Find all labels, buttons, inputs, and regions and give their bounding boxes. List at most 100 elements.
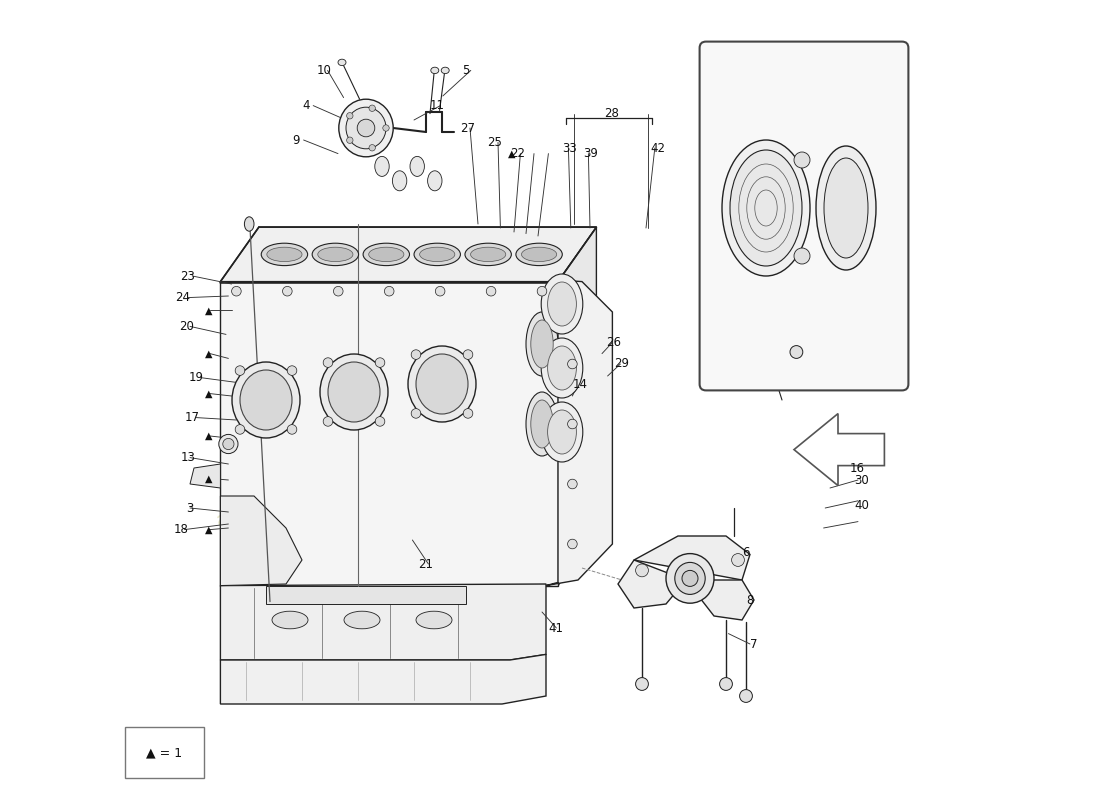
Ellipse shape: [240, 370, 292, 430]
Ellipse shape: [548, 410, 576, 454]
Circle shape: [436, 286, 444, 296]
Text: 17: 17: [185, 411, 199, 424]
Ellipse shape: [730, 150, 802, 266]
Polygon shape: [634, 536, 750, 580]
Text: 21: 21: [418, 558, 433, 570]
Text: 20: 20: [179, 320, 194, 333]
Ellipse shape: [267, 247, 303, 262]
Ellipse shape: [824, 158, 868, 258]
Ellipse shape: [419, 247, 454, 262]
Ellipse shape: [339, 99, 393, 157]
Circle shape: [323, 417, 333, 426]
Circle shape: [283, 286, 293, 296]
Circle shape: [790, 346, 803, 358]
Ellipse shape: [682, 570, 698, 586]
Circle shape: [486, 286, 496, 296]
Circle shape: [375, 417, 385, 426]
Ellipse shape: [531, 320, 553, 368]
Circle shape: [739, 690, 752, 702]
Ellipse shape: [414, 243, 461, 266]
Text: 7: 7: [750, 638, 758, 650]
Ellipse shape: [516, 243, 562, 266]
Ellipse shape: [328, 362, 380, 422]
Ellipse shape: [338, 59, 346, 66]
Polygon shape: [558, 227, 596, 586]
Text: 26: 26: [606, 336, 621, 349]
Circle shape: [794, 248, 810, 264]
Polygon shape: [190, 464, 220, 488]
Text: 10: 10: [317, 64, 331, 77]
Circle shape: [323, 358, 333, 367]
Text: ▲: ▲: [206, 389, 212, 398]
Ellipse shape: [541, 338, 583, 398]
Ellipse shape: [375, 157, 389, 177]
Text: 42: 42: [650, 142, 666, 154]
Text: 8: 8: [746, 594, 754, 606]
Ellipse shape: [666, 554, 714, 603]
Circle shape: [287, 366, 297, 375]
Circle shape: [346, 137, 353, 143]
Text: 29: 29: [614, 358, 629, 370]
Circle shape: [568, 539, 578, 549]
Ellipse shape: [416, 354, 468, 414]
Polygon shape: [220, 654, 546, 704]
Ellipse shape: [441, 67, 449, 74]
Ellipse shape: [722, 140, 810, 276]
Ellipse shape: [416, 611, 452, 629]
Polygon shape: [686, 580, 754, 620]
Polygon shape: [220, 496, 302, 586]
Text: a passion for parts since 1990: a passion for parts since 1990: [214, 422, 500, 530]
Ellipse shape: [674, 562, 705, 594]
Ellipse shape: [344, 611, 380, 629]
Circle shape: [383, 125, 389, 131]
Circle shape: [719, 678, 733, 690]
Ellipse shape: [465, 243, 512, 266]
Ellipse shape: [393, 171, 407, 191]
Text: ▲: ▲: [206, 349, 212, 358]
Ellipse shape: [261, 243, 308, 266]
Circle shape: [568, 359, 578, 369]
Ellipse shape: [471, 247, 506, 262]
Circle shape: [636, 564, 648, 577]
Text: 16: 16: [850, 462, 865, 474]
Ellipse shape: [541, 402, 583, 462]
Ellipse shape: [408, 346, 476, 422]
Text: 14: 14: [572, 378, 587, 390]
Circle shape: [794, 152, 810, 168]
Ellipse shape: [526, 392, 558, 456]
Text: ▲: ▲: [507, 149, 515, 158]
Ellipse shape: [358, 119, 375, 137]
Ellipse shape: [320, 354, 388, 430]
Circle shape: [235, 366, 245, 375]
Circle shape: [463, 409, 473, 418]
Circle shape: [537, 286, 547, 296]
Text: ▲: ▲: [206, 431, 212, 441]
Circle shape: [235, 425, 245, 434]
Text: 28: 28: [604, 107, 619, 120]
Circle shape: [368, 105, 375, 111]
Circle shape: [333, 286, 343, 296]
Ellipse shape: [428, 171, 442, 191]
Text: 27: 27: [461, 122, 475, 134]
Polygon shape: [220, 227, 596, 282]
Text: ▲: ▲: [206, 525, 212, 534]
Text: 4: 4: [302, 99, 309, 112]
Polygon shape: [794, 414, 884, 486]
Ellipse shape: [431, 67, 439, 74]
Text: 3: 3: [186, 502, 194, 514]
Text: 5: 5: [462, 64, 470, 77]
FancyBboxPatch shape: [700, 42, 909, 390]
Ellipse shape: [526, 312, 558, 376]
Text: ▲ = 1: ▲ = 1: [146, 746, 183, 759]
Text: ▲: ▲: [206, 474, 212, 483]
Text: 18: 18: [173, 523, 188, 536]
Polygon shape: [220, 282, 558, 586]
Circle shape: [568, 419, 578, 429]
Circle shape: [219, 434, 238, 454]
Circle shape: [375, 358, 385, 367]
Circle shape: [287, 425, 297, 434]
Circle shape: [223, 438, 234, 450]
Ellipse shape: [363, 243, 409, 266]
Ellipse shape: [346, 107, 386, 149]
Text: 39: 39: [584, 147, 598, 160]
